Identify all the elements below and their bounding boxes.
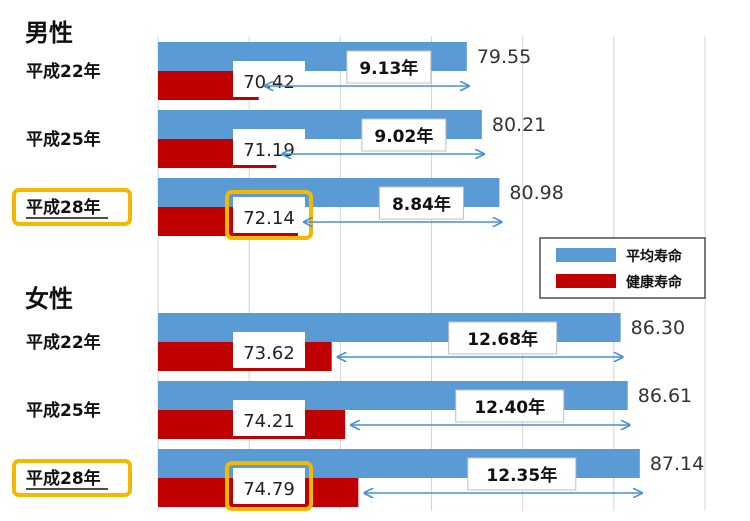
healthy-life-value: 74.21 xyxy=(243,411,295,432)
healthy-highlight-frame xyxy=(225,461,313,511)
gap-label: 12.68年 xyxy=(467,329,538,350)
gap-label-box xyxy=(448,321,558,355)
bar-row: 平成28年 80.98 72.14 8.84年 xyxy=(12,178,564,240)
legend-entry: 健康寿命 xyxy=(626,274,683,291)
year-label: 平成25年 xyxy=(26,400,101,421)
gap-label: 9.02年 xyxy=(374,126,433,147)
average-life-value: 87.14 xyxy=(650,453,704,475)
year-label: 平成25年 xyxy=(26,129,101,150)
healthy-value-box xyxy=(233,332,305,368)
gap-label: 9.13年 xyxy=(359,58,418,79)
gap-label-box xyxy=(455,389,565,423)
gap-label: 8.84年 xyxy=(392,194,451,215)
legend-swatch xyxy=(556,248,616,262)
year-label: 平成22年 xyxy=(26,61,101,82)
healthy-value-box xyxy=(233,400,305,436)
average-life-value: 80.21 xyxy=(492,114,546,136)
year-label: 平成28年 xyxy=(26,197,101,218)
gap-label-box xyxy=(346,50,432,84)
gap-label-box xyxy=(361,118,447,152)
healthy-value-box xyxy=(233,468,305,504)
group-label-male: 男性 xyxy=(25,19,73,47)
legend-swatch xyxy=(556,274,616,288)
average-life-value: 86.30 xyxy=(631,317,685,339)
legend-entry: 平均寿命 xyxy=(626,248,683,265)
year-label: 平成28年 xyxy=(26,468,101,489)
bar-row: 平成22年 79.55 70.42 9.13年 xyxy=(26,42,531,100)
group-labels: 男性 女性 xyxy=(25,19,73,313)
healthy-life-value: 72.14 xyxy=(243,208,295,229)
average-life-value: 86.61 xyxy=(638,385,692,407)
healthy-value-box xyxy=(233,129,305,165)
bar-row: 平成22年 86.30 73.62 12.68年 xyxy=(26,313,685,371)
bar-row: 平成25年 86.61 74.21 12.40年 xyxy=(26,381,692,439)
healthy-value-box xyxy=(233,61,305,97)
average-life-value: 80.98 xyxy=(509,182,563,204)
healthy-highlight-frame xyxy=(225,190,313,240)
healthy-value-box xyxy=(233,197,305,233)
gap-label: 12.35年 xyxy=(486,465,557,486)
gap-label-box xyxy=(378,186,464,220)
healthy-life-value: 70.42 xyxy=(243,72,295,93)
group-label-female: 女性 xyxy=(25,285,73,313)
bar-row: 平成25年 80.21 71.19 9.02年 xyxy=(26,110,546,168)
year-highlight-frame xyxy=(12,459,132,497)
healthy-life-value: 73.62 xyxy=(243,343,295,364)
gap-label-box xyxy=(467,457,577,491)
average-life-value: 79.55 xyxy=(477,46,531,68)
year-highlight-frame xyxy=(12,188,132,226)
healthy-life-value: 74.79 xyxy=(243,479,295,500)
gap-label: 12.40年 xyxy=(474,397,545,418)
healthy-life-value: 71.19 xyxy=(243,140,295,161)
year-label: 平成22年 xyxy=(26,332,101,353)
bar-row: 平成28年 87.14 74.79 12.35年 xyxy=(12,449,704,511)
